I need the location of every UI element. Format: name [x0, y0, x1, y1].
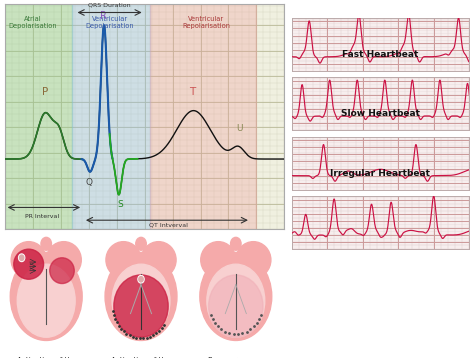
Ellipse shape: [11, 242, 46, 278]
Ellipse shape: [236, 242, 271, 278]
Bar: [5, 4, 72, 229]
Ellipse shape: [41, 237, 52, 250]
Text: Ventricular
Repolarisation: Ventricular Repolarisation: [182, 16, 230, 29]
Text: Slow Heartbeat: Slow Heartbeat: [341, 109, 420, 118]
Text: Atrial
Depolarisation: Atrial Depolarisation: [9, 16, 57, 29]
Ellipse shape: [209, 275, 263, 337]
Ellipse shape: [207, 264, 265, 337]
Ellipse shape: [141, 242, 176, 278]
Ellipse shape: [18, 254, 25, 261]
Ellipse shape: [138, 276, 144, 283]
Text: PR Interval: PR Interval: [26, 214, 60, 219]
Text: Fast Heartbeat: Fast Heartbeat: [342, 50, 419, 59]
Bar: [150, 4, 256, 229]
Ellipse shape: [10, 252, 82, 340]
Ellipse shape: [17, 264, 75, 337]
Text: Irregular Heartbeat: Irregular Heartbeat: [330, 169, 430, 178]
Text: QT Intverval: QT Intverval: [149, 223, 188, 228]
Text: Recovery wave: Recovery wave: [209, 357, 263, 358]
Bar: [72, 4, 150, 229]
Ellipse shape: [201, 242, 236, 278]
Text: R: R: [100, 11, 107, 21]
Text: U: U: [236, 124, 242, 133]
Ellipse shape: [106, 242, 141, 278]
Text: Ventricular
Depolarisation: Ventricular Depolarisation: [85, 16, 134, 29]
Text: Activation of the
atria: Activation of the atria: [17, 357, 76, 358]
Ellipse shape: [14, 249, 44, 279]
Ellipse shape: [46, 242, 82, 278]
Text: P: P: [42, 87, 48, 97]
Text: Activation of the
ventricles: Activation of the ventricles: [111, 357, 171, 358]
Ellipse shape: [200, 252, 272, 340]
Ellipse shape: [50, 258, 74, 284]
Ellipse shape: [105, 252, 177, 340]
Text: S: S: [118, 200, 123, 209]
Ellipse shape: [230, 237, 241, 250]
Ellipse shape: [19, 255, 24, 261]
Ellipse shape: [139, 276, 143, 282]
Text: Q: Q: [86, 178, 93, 187]
Ellipse shape: [136, 237, 146, 250]
Ellipse shape: [112, 264, 170, 337]
Ellipse shape: [114, 275, 168, 337]
Text: QRS Duration: QRS Duration: [88, 2, 131, 7]
Text: T: T: [190, 87, 196, 97]
